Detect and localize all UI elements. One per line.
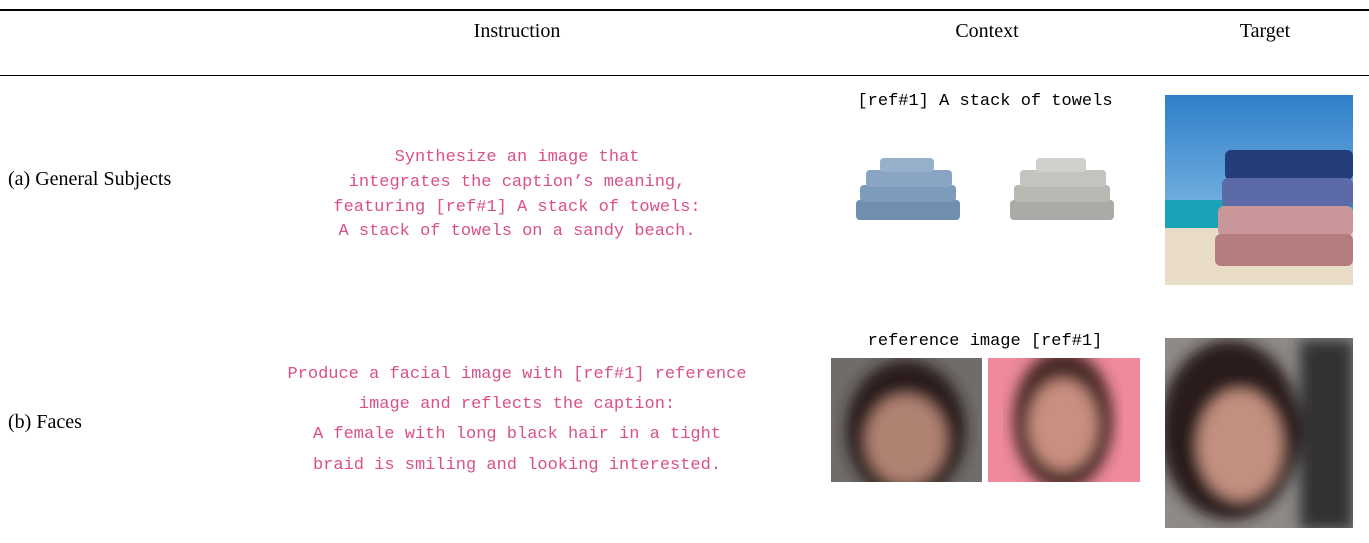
instruction-line: Synthesize an image that xyxy=(394,148,640,167)
face-image xyxy=(831,358,982,482)
instruction-line: braid is smiling and looking interested. xyxy=(312,456,722,475)
instruction-line: A stack of towels on a sandy beach. xyxy=(338,222,696,241)
top-rule xyxy=(0,9,1369,11)
instruction-line: image and reflects the caption: xyxy=(358,395,676,414)
column-header: Context xyxy=(955,20,1019,42)
header-rule xyxy=(0,75,1369,76)
towel-image xyxy=(856,158,960,220)
context-caption: [ref#1] A stack of towels xyxy=(857,92,1113,111)
instruction-line: featuring [ref#1] A stack of towels: xyxy=(333,198,701,217)
instruction-line: Produce a facial image with [ref#1] refe… xyxy=(287,365,747,384)
instruction-line: A female with long black hair in a tight xyxy=(312,425,722,444)
target-image xyxy=(1165,95,1353,285)
face-image xyxy=(988,358,1140,482)
row-label: (a) General Subjects xyxy=(8,168,172,190)
row-label: (b) Faces xyxy=(8,411,82,433)
instruction-line: integrates the caption’s meaning, xyxy=(348,173,686,192)
column-header: Instruction xyxy=(473,20,561,42)
context-caption: reference image [ref#1] xyxy=(867,332,1103,351)
column-header: Target xyxy=(1239,20,1291,42)
towel-image xyxy=(1010,158,1114,220)
target-image xyxy=(1165,338,1353,528)
